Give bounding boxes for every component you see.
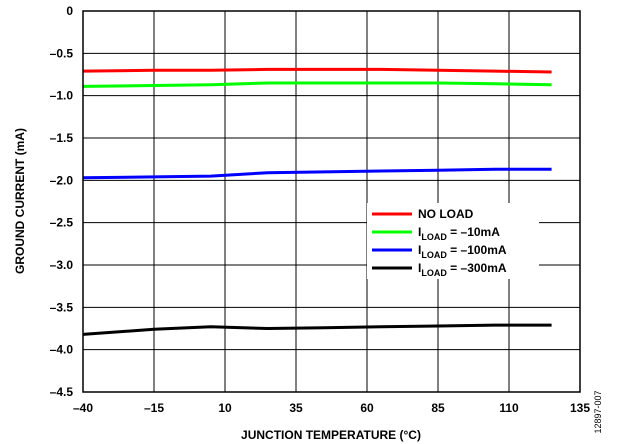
legend-label: ILOAD = –100mA <box>418 243 507 260</box>
x-tick-labels: –40 –15 10 35 60 85 110 135 <box>73 401 590 415</box>
x-tick-label: 85 <box>431 401 445 415</box>
y-tick-label: –2.5 <box>50 216 74 230</box>
series-lines <box>82 67 552 336</box>
y-tick-label: –4.5 <box>50 385 74 399</box>
legend-label: ILOAD = –300mA <box>418 261 507 278</box>
y-tick-labels: 0 –0.5 –1.0 –1.5 –2.0 –2.5 –3.0 –3.5 –4.0 –4.5 <box>50 4 74 399</box>
plot-frame <box>82 10 581 393</box>
x-axis-title: JUNCTION TEMPERATURE (°C) <box>241 428 421 442</box>
x-tick-label: 60 <box>360 401 374 415</box>
y-tick-label: –2.0 <box>50 173 74 187</box>
x-tick-label: 110 <box>499 401 519 415</box>
y-tick-label: –1.0 <box>50 89 74 103</box>
series-line-3 <box>82 167 552 180</box>
figure-id: 12897-007 <box>593 390 603 433</box>
x-tick-label: 10 <box>218 401 232 415</box>
x-tick-label: –40 <box>73 401 93 415</box>
x-tick-label: –15 <box>144 401 164 415</box>
x-tick-label: 35 <box>289 401 303 415</box>
series-line-4 <box>82 323 552 336</box>
y-tick-label: –0.5 <box>50 46 74 60</box>
series-line-1 <box>82 67 552 74</box>
legend-label: ILOAD = –10mA <box>418 225 500 242</box>
x-tick-label: 135 <box>570 401 590 415</box>
y-tick-label: –4.0 <box>50 343 74 357</box>
y-tick-label: 0 <box>66 4 73 18</box>
legend-box <box>367 203 539 279</box>
y-tick-label: –3.0 <box>50 258 74 272</box>
y-axis-title: GROUND CURRENT (mA) <box>13 128 27 274</box>
y-tick-label: –3.5 <box>50 300 74 314</box>
series-line-2 <box>82 81 552 88</box>
legend-label: NO LOAD <box>418 207 474 221</box>
y-tick-label: –1.5 <box>50 131 74 145</box>
